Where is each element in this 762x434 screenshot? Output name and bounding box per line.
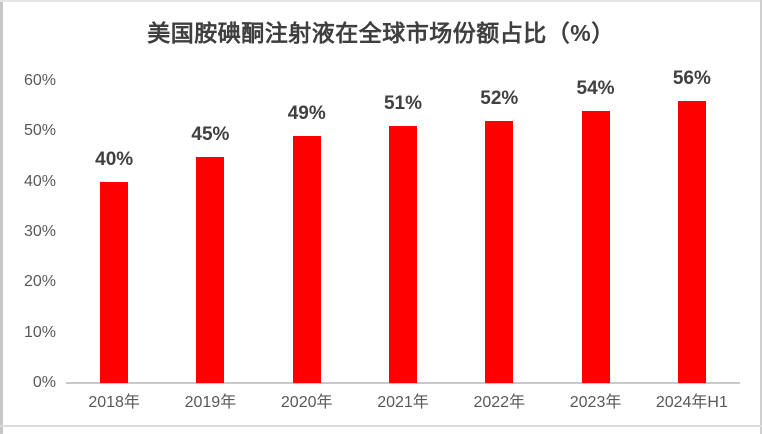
x-axis-line (66, 382, 740, 384)
card-border-right (760, 0, 762, 434)
card-border-left (0, 0, 3, 434)
bar-value-label: 40% (95, 148, 134, 170)
bar-value-label: 52% (480, 88, 519, 110)
bar-value-label: 56% (672, 68, 711, 90)
y-axis-tick-label: 60% (23, 72, 56, 89)
bar-value-label: 49% (287, 103, 326, 125)
bar-rect (196, 156, 225, 383)
y-axis-tick-label: 30% (23, 223, 56, 240)
y-axis-tick-label: 50% (23, 122, 56, 140)
bar-rect (581, 111, 610, 383)
bar-rect (485, 121, 514, 383)
x-axis-tick-label: 2023年 (569, 394, 622, 411)
y-axis-tick-label: 40% (23, 172, 56, 190)
bar-rect (389, 126, 417, 383)
bar-value-label: 54% (576, 78, 615, 100)
x-axis-tick-label: 2021年 (377, 394, 429, 411)
x-axis-tick-label: 2018年 (88, 394, 140, 411)
chart-title: 美国胺碘酮注射液在全球市场份额占比（%） (147, 20, 615, 46)
bar-rect (292, 136, 321, 383)
x-axis-tick-label: 2020年 (280, 394, 333, 411)
y-axis-tick-label: 10% (23, 323, 56, 341)
bar-rect (100, 181, 129, 383)
bar-value-label: 51% (383, 93, 423, 115)
x-axis-tick-label: 2019年 (184, 394, 237, 411)
card-border-bottom (0, 425, 762, 427)
y-axis-tick-label: 20% (23, 273, 56, 291)
x-axis-tick-label: 2022年 (473, 394, 526, 411)
bar-value-label: 45% (191, 123, 230, 145)
y-axis-tick-label: 0% (32, 374, 56, 391)
bar-rect (677, 101, 706, 383)
x-axis-tick-label: 2024年H1 (655, 394, 728, 411)
card-border-top (0, 0, 762, 2)
